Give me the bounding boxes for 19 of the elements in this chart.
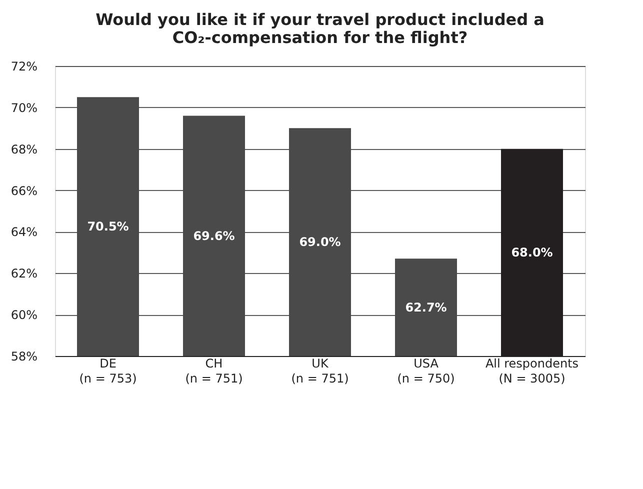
y-tick-label: 60%: [10, 308, 38, 322]
x-tick-label: UK (n = 751): [291, 356, 349, 386]
data-label: 70.5%: [87, 220, 129, 234]
y-tick-label: 72%: [10, 60, 38, 74]
y-tick-label: 64%: [10, 225, 38, 240]
y-tick-label: 58%: [10, 350, 38, 364]
y-tick-label: 62%: [10, 266, 38, 281]
y-tick-label: 66%: [10, 184, 38, 198]
data-label: 69.6%: [193, 228, 235, 243]
x-tick-label: CH (n = 751): [185, 356, 243, 386]
chart-title: Would you like it if your travel product included a CO₂-compensation for the flight?: [96, 10, 544, 47]
x-tick-label: USA (n = 750): [397, 356, 455, 386]
data-label: 62.7%: [405, 300, 447, 314]
x-tick-label: DE (n = 753): [79, 356, 137, 386]
y-tick-label: 68%: [10, 142, 38, 156]
y-tick-label: 70%: [10, 100, 38, 115]
data-label: 69.0%: [299, 235, 341, 250]
x-tick-label: All respondents (N = 3005): [485, 356, 579, 386]
data-label: 68.0%: [511, 245, 553, 260]
